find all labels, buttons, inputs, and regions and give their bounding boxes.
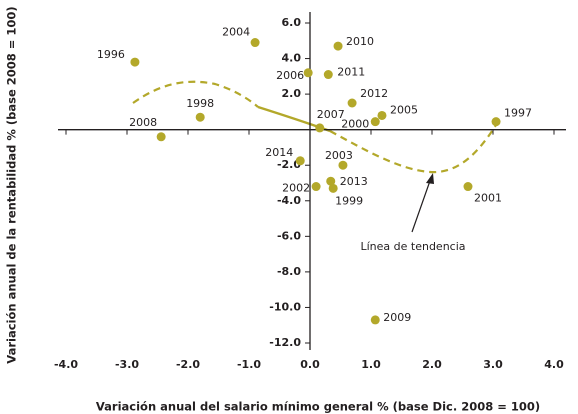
y-tick-label: -6.0 bbox=[277, 229, 301, 242]
point-label: 2001 bbox=[474, 192, 502, 205]
point bbox=[130, 57, 140, 67]
x-tick-label: -1.0 bbox=[237, 358, 261, 371]
x-tick-label: 0.0 bbox=[300, 358, 320, 371]
point-label: 2008 bbox=[129, 116, 157, 129]
point bbox=[195, 112, 205, 122]
point-label: 2011 bbox=[337, 66, 365, 79]
point bbox=[377, 110, 387, 120]
x-tick-label: 1.0 bbox=[361, 358, 381, 371]
trend-line-dashed bbox=[329, 124, 497, 174]
point-label: 2004 bbox=[222, 26, 250, 39]
point-label: 2014 bbox=[265, 146, 293, 159]
point bbox=[338, 160, 348, 170]
annotation-arrow bbox=[411, 177, 432, 233]
point bbox=[156, 132, 166, 142]
y-tick-label: -2.0 bbox=[277, 158, 301, 171]
trend-line-dashed bbox=[132, 80, 259, 108]
x-tick-label: 3.0 bbox=[483, 358, 503, 371]
y-tick-label: -12.0 bbox=[269, 336, 301, 349]
point bbox=[315, 123, 325, 133]
y-tick-label: -8.0 bbox=[277, 265, 301, 278]
point bbox=[311, 182, 321, 192]
y-tick-label: 2.0 bbox=[282, 87, 302, 100]
arrow-head bbox=[426, 173, 434, 184]
point-label: 1999 bbox=[335, 194, 363, 207]
point bbox=[323, 70, 333, 80]
x-tick-label: 2.0 bbox=[422, 358, 442, 371]
x-tick-label: -3.0 bbox=[115, 358, 139, 371]
y-axis-label: Variación anual de la rentabilidad % (ba… bbox=[5, 6, 19, 363]
point bbox=[463, 182, 473, 192]
point-label: 2000 bbox=[341, 118, 369, 131]
point-label: 1996 bbox=[97, 48, 125, 61]
x-tick-label: 4.0 bbox=[544, 358, 564, 371]
point bbox=[326, 176, 336, 186]
point-label: 2002 bbox=[282, 182, 310, 195]
point-label: 2006 bbox=[276, 69, 304, 82]
y-tick-label: -4.0 bbox=[277, 194, 301, 207]
point bbox=[370, 315, 380, 325]
point bbox=[250, 38, 260, 48]
point-label: 2009 bbox=[383, 311, 411, 324]
point-label: 2012 bbox=[360, 87, 388, 100]
point-label: 2003 bbox=[325, 149, 353, 162]
point-label: 1997 bbox=[504, 107, 532, 120]
point bbox=[328, 183, 338, 193]
x-axis-label: Variación anual del salario mínimo gener… bbox=[96, 400, 540, 414]
point-label: 2005 bbox=[390, 103, 418, 116]
x-tick-label: -2.0 bbox=[176, 358, 200, 371]
point-label: 2013 bbox=[340, 175, 368, 188]
point-label: 2007 bbox=[317, 108, 345, 121]
annotation: Línea de tendencia bbox=[360, 240, 465, 253]
point bbox=[303, 68, 313, 78]
point bbox=[491, 117, 501, 127]
point bbox=[370, 117, 380, 127]
y-tick-label: 4.0 bbox=[282, 52, 302, 65]
point bbox=[347, 98, 357, 108]
point bbox=[295, 156, 305, 166]
point-label: 1998 bbox=[186, 97, 214, 110]
x-tick-label: -4.0 bbox=[54, 358, 78, 371]
point-label: 2010 bbox=[346, 35, 374, 48]
y-tick-label: 6.0 bbox=[282, 16, 302, 29]
y-tick-label: -10.0 bbox=[269, 300, 301, 313]
point bbox=[333, 41, 343, 51]
